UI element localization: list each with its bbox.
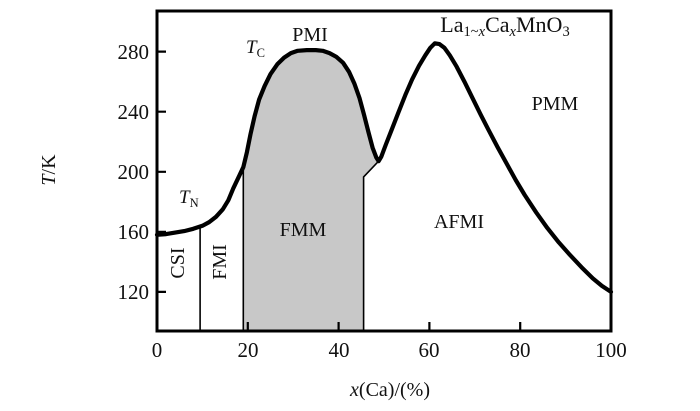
y-axis-label-unit: /K (38, 154, 60, 175)
y-tick-label-240: 240 (117, 100, 150, 124)
y-axis-label: T/K (38, 130, 62, 210)
region-label-afmi: AFMI (433, 211, 484, 233)
title-sub-3: 3 (562, 24, 570, 41)
y-tick-label-160: 160 (117, 220, 150, 244)
x-axis-label: x(Ca)/(%) (300, 379, 480, 401)
region-label-csi: CSI (167, 247, 189, 279)
figure-title: La1~xCaxMnO3 (390, 12, 620, 41)
y-tick-label-120: 120 (117, 280, 150, 304)
x-tick-label-0: 0 (151, 338, 163, 362)
region-label-pmi: PMI (292, 24, 328, 46)
y-axis-label-symbol: T (38, 174, 60, 186)
region-label-fmm: FMM (279, 219, 327, 241)
region-label-pmm: PMM (531, 93, 579, 115)
axis-tick-marks (157, 50, 522, 331)
x-tick-label-40: 40 (328, 338, 350, 362)
title-la: La (440, 12, 464, 37)
y-tick-label-200: 200 (117, 160, 150, 184)
title-ca: Ca (485, 12, 510, 37)
phase-boundary-curve (154, 41, 614, 294)
x-tick-label-20: 20 (237, 338, 259, 362)
title-sub-1x: 1~x (463, 24, 486, 41)
x-tick-label-60: 60 (418, 338, 440, 362)
y-tick-label-280: 280 (117, 40, 150, 64)
x-axis-label-unit: (Ca)/(%) (358, 379, 430, 401)
tc-annotation: TC (246, 37, 265, 60)
x-tick-label-100: 100 (595, 338, 627, 362)
x-tick-label-80: 80 (509, 338, 531, 362)
title-sub-x: x (509, 24, 516, 41)
title-mno: MnO (515, 12, 563, 37)
region-label-fmi: FMI (209, 244, 231, 280)
tn-annotation: TN (179, 187, 199, 210)
x-axis-label-symbol: x (350, 379, 359, 401)
